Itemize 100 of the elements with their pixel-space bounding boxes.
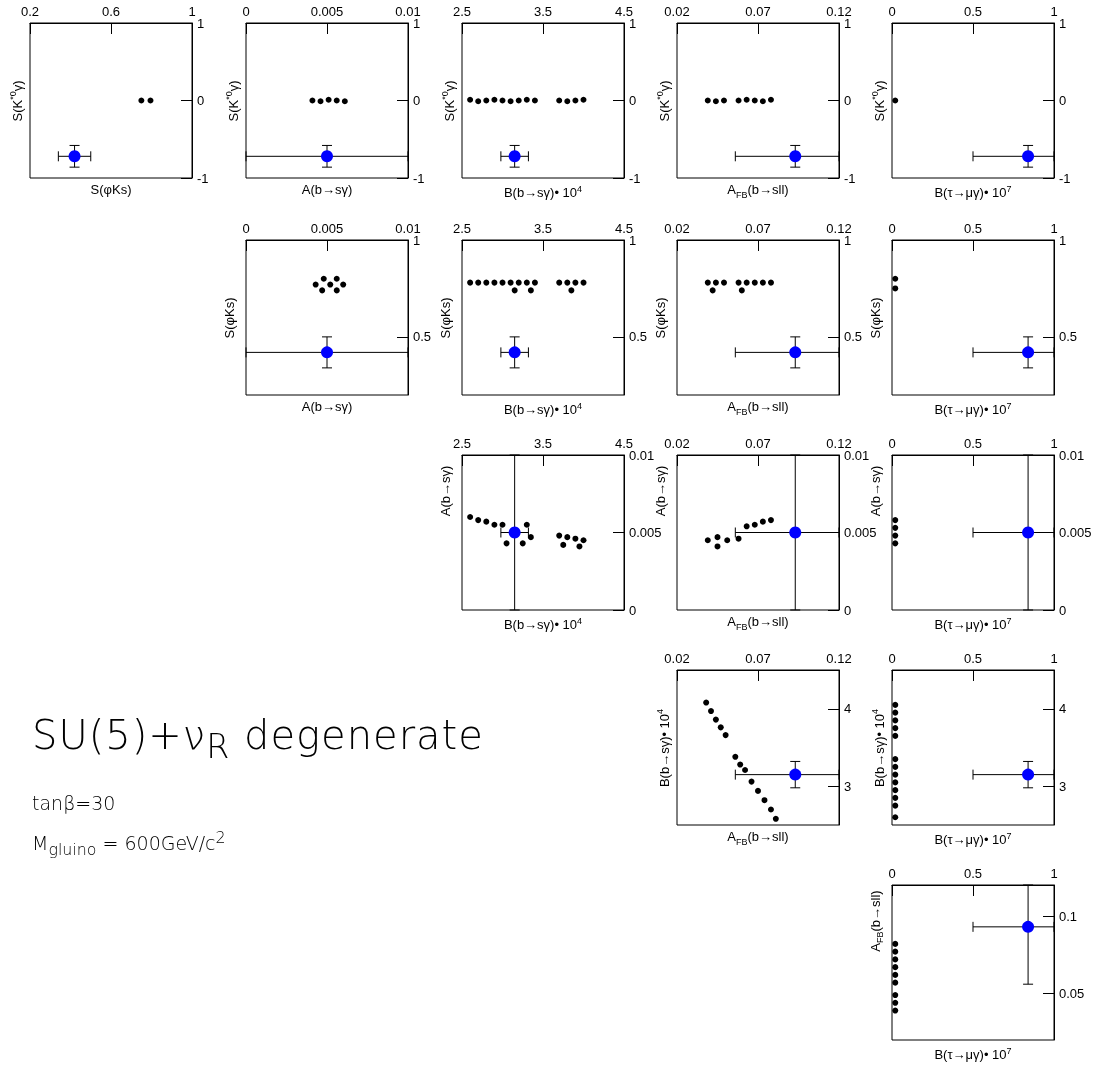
x-tick-label: 0.5 — [963, 651, 983, 666]
x-axis-title: B(b→sγ)• 10$^{4}$ — [502, 400, 584, 418]
point — [735, 97, 742, 104]
point — [717, 724, 724, 731]
point — [483, 279, 490, 286]
x-tick-label: 0 — [888, 436, 896, 451]
point — [560, 541, 567, 548]
point — [767, 517, 774, 524]
point — [724, 537, 731, 544]
point — [572, 279, 579, 286]
point — [892, 779, 899, 786]
point — [704, 279, 711, 286]
x-tick-label: 0 — [888, 866, 896, 881]
point — [564, 279, 571, 286]
x-tick-label: 0.02 — [664, 651, 690, 666]
point — [892, 814, 899, 821]
point — [892, 756, 899, 763]
point — [737, 761, 744, 768]
point — [576, 543, 583, 550]
point — [475, 98, 482, 105]
point — [892, 971, 899, 978]
point — [508, 526, 521, 539]
point — [751, 521, 758, 528]
point — [789, 526, 802, 539]
point — [892, 532, 899, 539]
x-tick-label: 0 — [888, 651, 896, 666]
point — [892, 787, 899, 794]
point — [319, 287, 326, 294]
point — [892, 763, 899, 770]
point — [892, 964, 899, 971]
point — [515, 279, 522, 286]
point — [519, 540, 526, 547]
point — [321, 346, 333, 359]
text: M$_{gluino}$ = 600GeV/c$^{2}$ — [32, 828, 227, 860]
point — [508, 150, 521, 163]
point — [483, 518, 490, 525]
point — [475, 517, 482, 524]
y-tick-label: 0 — [1059, 602, 1067, 618]
point — [892, 802, 899, 809]
y-tick-label: 0 — [844, 93, 852, 108]
x-tick-label: 3.5 — [533, 436, 553, 451]
point — [1022, 526, 1035, 539]
point — [789, 346, 802, 359]
y-tick-label: 1 — [197, 15, 205, 31]
point — [767, 806, 774, 813]
point — [507, 98, 514, 105]
point — [333, 275, 340, 282]
point — [738, 287, 745, 294]
point — [772, 815, 779, 822]
y-tick-label: 0 — [629, 93, 637, 108]
x-tick-label: 0.12 — [826, 651, 852, 666]
point — [789, 150, 802, 163]
point — [892, 701, 899, 708]
point — [475, 279, 482, 286]
point — [755, 787, 761, 794]
x-tick-label: 0.2 — [20, 4, 40, 19]
y-axis-title: A(b→sγ) — [868, 465, 883, 516]
y-tick-label: -1 — [1059, 170, 1071, 186]
x-axis-title: B(τ→μγ)• 10$^{7}$ — [933, 400, 1013, 418]
point — [511, 287, 518, 294]
point — [892, 524, 899, 531]
y-tick-label: -1 — [197, 170, 209, 186]
y-axis-title: S(φKs) — [868, 297, 883, 338]
x-axis-title: A$_{FB}$(b→sll) — [726, 829, 790, 849]
text: SU(5)+ν$_{R}$ degenerate — [32, 712, 484, 766]
point — [735, 279, 742, 286]
y-axis-title: A(b→sγ) — [438, 465, 453, 516]
x-axis-title: B(b→sγ)• 10$^{4}$ — [502, 183, 584, 201]
point — [467, 279, 474, 286]
point — [572, 97, 579, 104]
y-tick-label: 0 — [629, 602, 637, 618]
y-tick-label: 1 — [1059, 232, 1067, 248]
point — [527, 287, 534, 294]
y-tick-label: -1 — [413, 170, 425, 186]
point — [467, 514, 474, 520]
y-tick-label: -1 — [629, 170, 641, 186]
point — [531, 97, 538, 104]
point — [722, 732, 729, 739]
x-tick-label: 0.02 — [664, 4, 690, 19]
x-tick-label: 0.005 — [310, 221, 344, 236]
y-tick-label: 0 — [197, 93, 205, 108]
point — [503, 540, 510, 547]
point — [892, 999, 899, 1006]
point — [556, 97, 563, 104]
y-tick-label: 0.5 — [629, 329, 648, 345]
point — [892, 725, 899, 732]
y-tick-label: 0 — [1059, 93, 1067, 108]
point — [340, 281, 347, 288]
point — [491, 279, 498, 286]
x-axis-title: A(b→sγ) — [300, 399, 354, 414]
point — [892, 285, 899, 292]
point — [508, 346, 521, 359]
x-tick-label: 3.5 — [533, 221, 553, 236]
point — [743, 96, 750, 103]
point — [312, 281, 319, 288]
point — [309, 97, 316, 104]
y-tick-label: 0.5 — [1059, 329, 1078, 345]
x-axis-title: S(φKs) — [89, 182, 133, 197]
point — [523, 279, 530, 286]
x-tick-label: 0.02 — [664, 221, 690, 236]
